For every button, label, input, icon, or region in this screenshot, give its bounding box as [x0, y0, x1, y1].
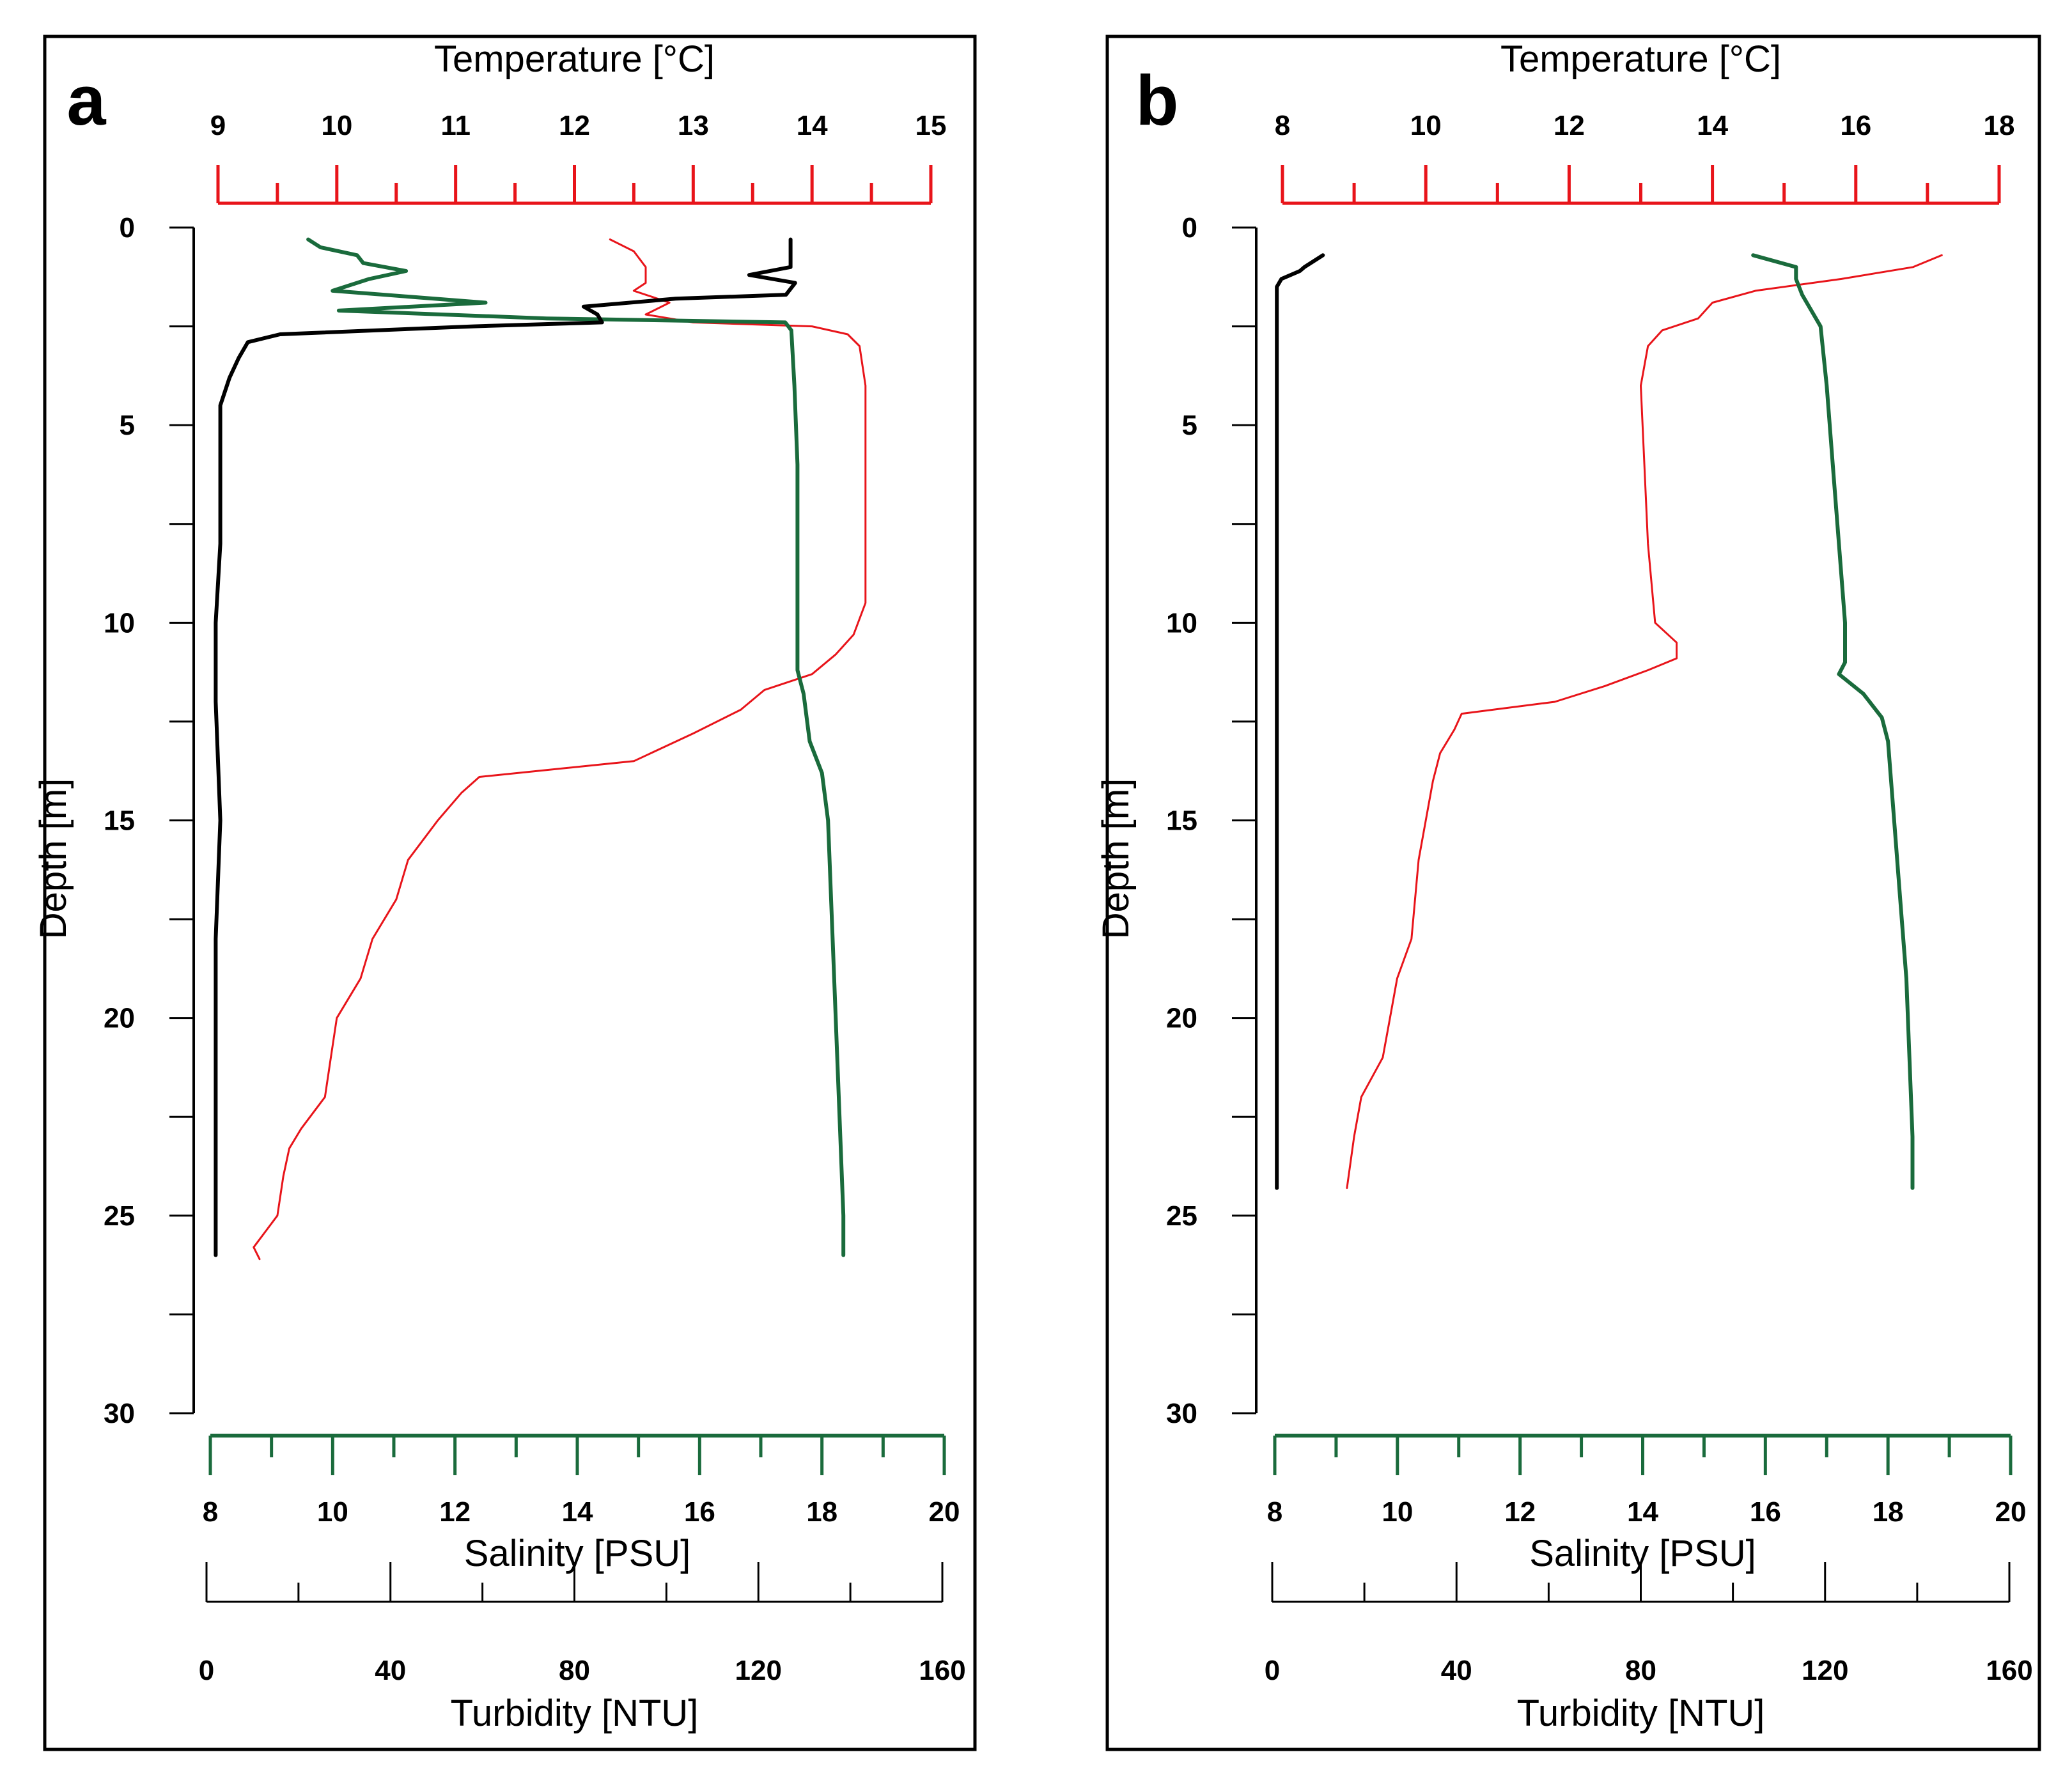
salinity-tick-label: 14 [562, 1496, 593, 1528]
salinity-tick-label: 12 [439, 1496, 471, 1528]
depth-tick-label: 10 [1166, 607, 1197, 639]
panel-label: b [1135, 61, 1178, 140]
depth-tick-label: 30 [1166, 1398, 1197, 1429]
salinity-tick-label: 16 [1750, 1496, 1781, 1528]
temperature-tick-label: 14 [1697, 110, 1728, 141]
salinity-tick-label: 20 [1995, 1496, 2027, 1528]
temperature-tick-label: 18 [1984, 110, 2015, 141]
turbidity-profile-line [214, 237, 797, 1257]
turbidity-tick-label: 80 [559, 1655, 590, 1686]
turbidity-tick-label: 160 [1986, 1655, 2032, 1686]
temperature-tick-label: 12 [559, 110, 590, 141]
depth-tick-label: 25 [104, 1200, 135, 1232]
salinity-tick-label: 12 [1504, 1496, 1536, 1528]
salinity-profile-line [306, 237, 846, 1257]
depth-tick-label: 20 [1166, 1003, 1197, 1034]
panel-frame [43, 35, 977, 1751]
salinity-profile-line [1751, 253, 1915, 1190]
salinity-tick-label: 8 [1267, 1496, 1282, 1528]
depth-axis-title: Depth [m] [1095, 779, 1137, 939]
salinity-tick-label: 20 [929, 1496, 960, 1528]
turbidity-tick-label: 80 [1625, 1655, 1656, 1686]
temperature-profile-line [253, 238, 867, 1260]
depth-tick-label: 20 [104, 1003, 135, 1034]
temperature-axis-title: Temperature [°C] [434, 38, 715, 80]
salinity-tick-label: 18 [1873, 1496, 1904, 1528]
salinity-tick-label: 18 [806, 1496, 837, 1528]
temperature-tick-label: 10 [1410, 110, 1442, 141]
turbidity-profile-line [1275, 253, 1325, 1190]
temperature-tick-label: 11 [440, 110, 471, 141]
turbidity-axis-title: Turbidity [NTU] [451, 1693, 699, 1734]
salinity-axis-title: Salinity [PSU] [464, 1533, 691, 1574]
salinity-tick-label: 16 [684, 1496, 715, 1528]
depth-tick-label: 10 [104, 607, 135, 639]
turbidity-tick-label: 120 [735, 1655, 782, 1686]
salinity-tick-label: 10 [317, 1496, 348, 1528]
salinity-tick-label: 8 [203, 1496, 218, 1528]
depth-tick-label: 30 [104, 1398, 135, 1429]
depth-tick-label: 0 [1182, 212, 1197, 244]
turbidity-tick-label: 120 [1802, 1655, 1848, 1686]
depth-tick-label: 15 [1166, 805, 1197, 837]
turbidity-tick-label: 0 [1265, 1655, 1280, 1686]
temperature-tick-label: 9 [210, 110, 226, 141]
temperature-tick-label: 12 [1554, 110, 1585, 141]
turbidity-tick-label: 160 [919, 1655, 965, 1686]
depth-axis-title: Depth [m] [33, 779, 74, 939]
depth-tick-label: 25 [1166, 1200, 1197, 1232]
turbidity-axis-title: Turbidity [NTU] [1517, 1693, 1765, 1734]
depth-tick-label: 5 [120, 410, 135, 441]
temperature-tick-label: 15 [915, 110, 947, 141]
depth-tick-label: 5 [1182, 410, 1197, 441]
salinity-tick-label: 14 [1627, 1496, 1658, 1528]
temperature-tick-label: 16 [1840, 110, 1871, 141]
temperature-axis-title: Temperature [°C] [1500, 38, 1781, 80]
temperature-profile-line [1346, 254, 1943, 1190]
salinity-axis-title: Salinity [PSU] [1529, 1533, 1756, 1574]
turbidity-tick-label: 40 [1441, 1655, 1472, 1686]
panel-label: a [66, 61, 106, 140]
temperature-tick-label: 10 [321, 110, 352, 141]
turbidity-tick-label: 0 [199, 1655, 214, 1686]
depth-tick-label: 0 [120, 212, 135, 244]
panel-frame [1105, 35, 2041, 1751]
depth-tick-label: 15 [104, 805, 135, 837]
temperature-tick-label: 14 [797, 110, 828, 141]
temperature-tick-label: 8 [1275, 110, 1290, 141]
salinity-tick-label: 10 [1382, 1496, 1413, 1528]
temperature-tick-label: 13 [678, 110, 709, 141]
turbidity-tick-label: 40 [375, 1655, 406, 1686]
